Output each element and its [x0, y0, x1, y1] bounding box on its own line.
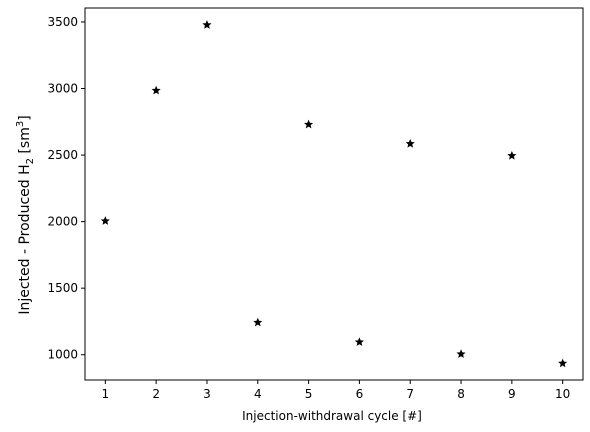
data-point — [405, 138, 415, 148]
x-tick-label: 1 — [102, 387, 110, 401]
x-tick-label: 2 — [152, 387, 160, 401]
x-tick-label: 3 — [203, 387, 211, 401]
y-tick-label: 2500 — [47, 148, 78, 162]
data-point — [151, 85, 161, 95]
data-point — [253, 317, 263, 327]
x-axis-label: Injection-withdrawal cycle [#] — [242, 409, 422, 423]
data-point — [202, 20, 212, 29]
y-tick-label: 2000 — [47, 215, 78, 229]
y-tick-label: 1000 — [47, 348, 78, 362]
x-tick-label: 7 — [406, 387, 414, 401]
y-axis-label-unit-close: ] — [17, 115, 33, 120]
data-point — [558, 358, 568, 368]
y-axis-label: Injected - Produced H2 [sm3] — [15, 115, 36, 314]
y-axis-label-subscript: 2 — [25, 158, 36, 164]
y-axis-label-unit-open: [sm — [17, 127, 33, 158]
plot-area — [84, 7, 584, 381]
y-axis-ticks: 1000 1500 2000 2500 3000 3500 — [47, 15, 85, 362]
plot-frame — [84, 7, 584, 381]
x-tick-label: 5 — [305, 387, 313, 401]
y-axis-label-main: Injected - Produced H — [17, 164, 33, 314]
data-points — [100, 20, 568, 368]
x-tick-label: 4 — [254, 387, 262, 401]
x-tick-label: 9 — [508, 387, 516, 401]
y-tick-label: 3000 — [47, 82, 78, 96]
data-point — [354, 337, 364, 346]
x-tick-label: 10 — [555, 387, 570, 401]
data-point — [100, 216, 110, 225]
data-point — [456, 349, 466, 358]
y-tick-label: 1500 — [47, 281, 78, 295]
x-tick-label: 8 — [457, 387, 465, 401]
data-point — [507, 150, 517, 160]
y-axis-label-superscript: 3 — [15, 121, 26, 127]
x-axis-ticks: 1 2 3 4 5 6 7 8 9 10 — [102, 380, 570, 401]
data-point — [304, 119, 314, 129]
y-tick-label: 3500 — [47, 15, 78, 29]
x-tick-label: 6 — [356, 387, 364, 401]
